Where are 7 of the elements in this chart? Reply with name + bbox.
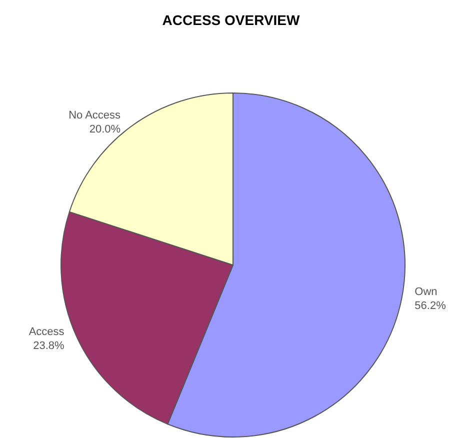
slice-label: Access [28,326,65,338]
slice-label: Own [414,286,438,298]
data-label: 56.2% [414,300,446,312]
data-label: 20.0% [89,124,121,136]
chart-title: ACCESS OVERVIEW [162,12,301,28]
slice-label: No Access [68,110,122,122]
data-label: 23.8% [33,340,64,352]
